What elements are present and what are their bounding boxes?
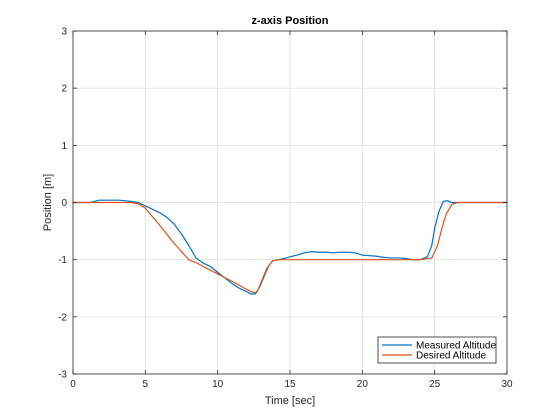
y-axis-label: Position [m]	[42, 174, 54, 231]
x-tick-label: 30	[501, 379, 513, 390]
x-tick-label: 10	[212, 379, 224, 390]
x-tick-label: 20	[357, 379, 369, 390]
legend: Measured Altitude Desired Altitude	[377, 336, 497, 364]
series-line-desired	[72, 201, 508, 294]
legend-label-desired: Desired Altitude	[416, 351, 486, 362]
x-tick-label: 25	[429, 379, 441, 390]
series-line-measured	[72, 199, 508, 295]
x-axis-label: Time [sec]	[265, 395, 315, 407]
y-tick-label: 1	[61, 141, 67, 152]
legend-label-measured: Measured Altitude	[416, 341, 496, 352]
legend-box	[377, 336, 497, 364]
y-tick-label: -1	[58, 255, 67, 266]
chart-title: z-axis Position	[251, 15, 328, 27]
x-tick-label: 5	[143, 379, 149, 390]
x-tick-label: 15	[284, 379, 296, 390]
ticks	[72, 30, 508, 375]
y-tick-label: -2	[58, 312, 67, 323]
y-tick-label: 2	[61, 84, 67, 95]
x-tick-label: 0	[70, 379, 76, 390]
y-tick-label: 3	[61, 27, 67, 38]
y-tick-label: -3	[58, 370, 67, 381]
series-layer	[72, 199, 508, 295]
tick-labels: 0 5 10 15 20 25 30 -3 -2 -1 0 1 2 3	[58, 27, 513, 391]
y-tick-label: 0	[61, 198, 67, 209]
